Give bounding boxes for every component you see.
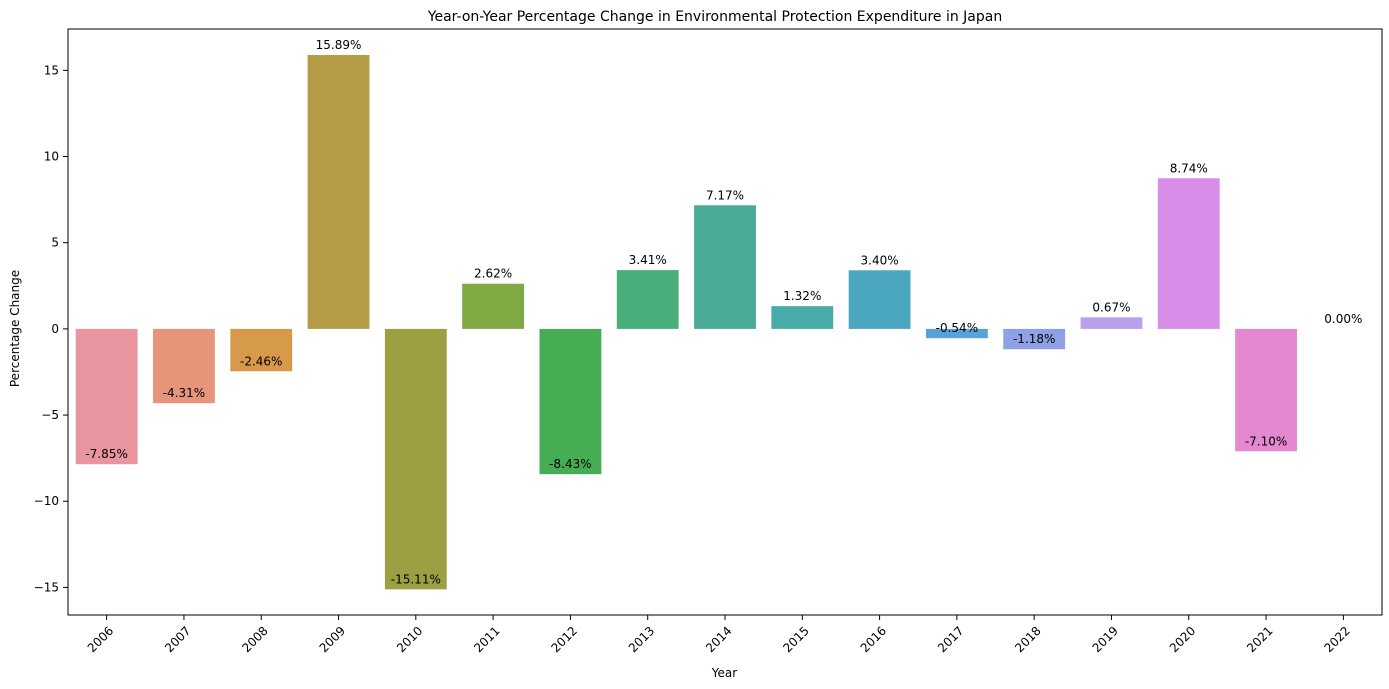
value-label-2008: -2.46%	[240, 354, 282, 368]
bar-2012	[539, 328, 602, 475]
value-label-2022: 0.00%	[1324, 312, 1362, 326]
x-tick-label-2021: 2021	[1244, 624, 1275, 655]
value-label-2016: 3.40%	[861, 253, 899, 267]
bar-2007	[153, 328, 215, 404]
y-tick-label--5: −5	[41, 408, 59, 422]
x-tick-label-2022: 2022	[1321, 624, 1352, 655]
bar-2015	[771, 306, 834, 329]
bar-2008	[230, 328, 293, 372]
y-tick-label-0: 0	[51, 322, 59, 336]
bar-2020	[1157, 178, 1220, 329]
value-label-2015: 1.32%	[783, 289, 821, 303]
x-tick-label-2017: 2017	[935, 624, 966, 655]
value-label-2007: -4.31%	[163, 386, 205, 400]
x-tick-label-2018: 2018	[1012, 624, 1043, 655]
bar-2011	[462, 283, 525, 329]
x-tick-label-2013: 2013	[626, 624, 657, 655]
value-label-2013: 3.41%	[629, 253, 667, 267]
value-label-2009: 15.89%	[316, 38, 362, 52]
value-labels-layer: -7.85% -4.31% -2.46% 15.89% -15.11% 2.62% -8.4…	[85, 38, 1362, 586]
value-label-2011: 2.62%	[474, 267, 512, 281]
bar-2018	[1003, 328, 1066, 350]
value-label-2010: -15.11%	[391, 572, 441, 586]
bars-layer	[75, 55, 1297, 590]
bar-2013	[616, 270, 679, 329]
y-axis-title: Percentage Change	[8, 270, 22, 387]
x-tick-label-2012: 2012	[549, 624, 580, 655]
value-label-2006: -7.85%	[85, 447, 127, 461]
value-label-2014: 7.17%	[706, 188, 744, 202]
value-label-2012: -8.43%	[549, 457, 591, 471]
x-tick-label-2007: 2007	[162, 624, 193, 655]
x-axis-title: Year	[711, 666, 737, 680]
x-tick-label-2015: 2015	[780, 624, 811, 655]
bar-2019	[1080, 317, 1143, 329]
value-label-2020: 8.74%	[1170, 161, 1208, 175]
y-tick-label--10: −10	[34, 494, 59, 508]
x-tick-label-2014: 2014	[703, 624, 734, 655]
bar-2017	[925, 328, 988, 339]
bar-2021	[1235, 328, 1297, 452]
bar-2009	[307, 55, 370, 329]
bar-2010	[384, 328, 447, 590]
chart-title: Year-on-Year Percentage Change in Enviro…	[427, 9, 1002, 25]
value-label-2017: -0.54%	[936, 321, 978, 335]
x-tick-label-2006: 2006	[85, 624, 116, 655]
y-tick-label-15: 15	[44, 63, 59, 77]
x-tick-label-2016: 2016	[858, 624, 889, 655]
x-tick-label-2020: 2020	[1167, 624, 1198, 655]
y-tick-label-5: 5	[51, 236, 59, 250]
bar-2006	[75, 328, 138, 465]
y-tick-label-10: 10	[44, 150, 59, 164]
y-tick-label--15: −15	[34, 580, 59, 594]
x-axis: 2006 2007 2008 2009 2010 2011 2012 2013 2014 2015…	[85, 615, 1353, 655]
x-tick-label-2009: 2009	[317, 624, 348, 655]
value-label-2021: -7.10%	[1245, 434, 1287, 448]
bar-2014	[694, 205, 756, 329]
x-tick-label-2008: 2008	[239, 624, 270, 655]
value-label-2019: 0.67%	[1092, 300, 1130, 314]
value-label-2018: -1.18%	[1013, 332, 1055, 346]
x-tick-label-2011: 2011	[471, 624, 502, 655]
x-tick-label-2019: 2019	[1090, 624, 1121, 655]
bar-2016	[848, 270, 911, 329]
y-axis: −15 −10 −5 0 5 10 15	[34, 63, 68, 594]
x-tick-label-2010: 2010	[394, 624, 425, 655]
